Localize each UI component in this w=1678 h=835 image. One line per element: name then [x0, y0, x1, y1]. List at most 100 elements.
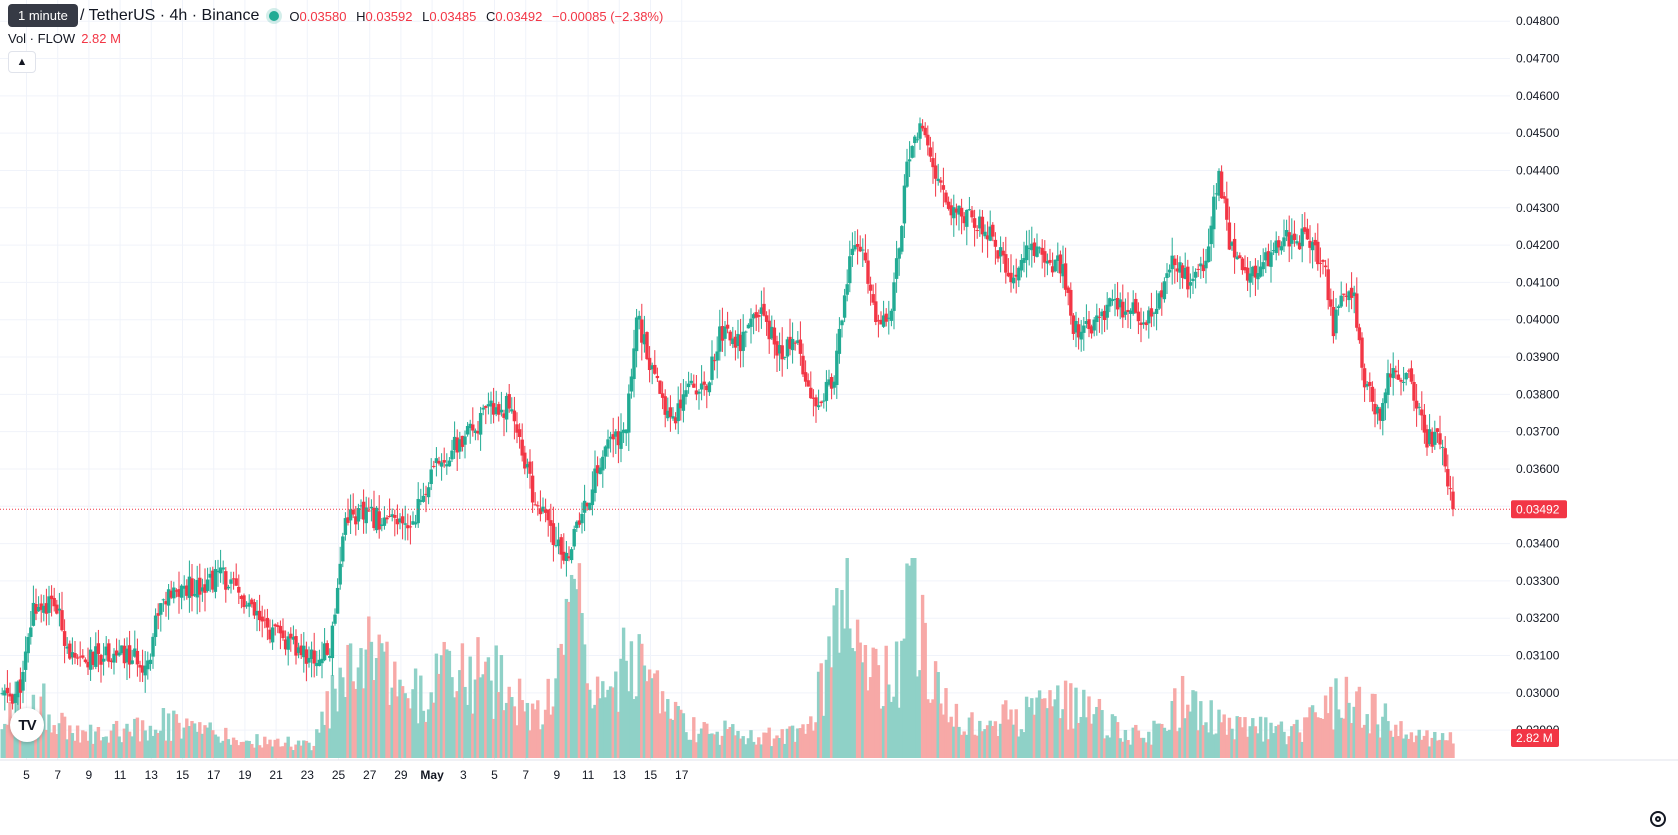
volume-bar [1342, 718, 1346, 758]
candle-body [1355, 293, 1359, 328]
candle-body [554, 545, 558, 547]
candle-body [1427, 429, 1432, 445]
candle-body [663, 396, 667, 415]
volume-bar [902, 638, 907, 758]
chevron-up-icon: ▲ [16, 56, 28, 68]
candle-body [1313, 239, 1317, 246]
volume-bar [585, 683, 589, 758]
volume-bar [1050, 706, 1055, 758]
candle-body [156, 613, 160, 616]
candle-body [1430, 431, 1434, 447]
candle-body [398, 518, 402, 523]
candle-body [1071, 315, 1076, 334]
price-tick-label: 0.03100 [1516, 649, 1560, 663]
candle-body [221, 567, 225, 570]
candle-body [853, 245, 857, 250]
candle-body [819, 401, 823, 404]
volume-bar [772, 738, 777, 758]
volume-bar [494, 645, 498, 758]
volume-bar [1381, 716, 1385, 758]
volume-bar [1006, 719, 1011, 758]
volume-bar [1191, 690, 1195, 758]
candle-body [619, 431, 623, 449]
volume-bar [853, 651, 857, 758]
candle-body [517, 429, 522, 437]
volume-bar [1443, 740, 1447, 758]
candle-body [229, 579, 233, 584]
volume-bar [1300, 741, 1304, 758]
tradingview-logo[interactable]: TV [10, 708, 44, 742]
volume-bar [814, 722, 818, 758]
volume-bar [1430, 737, 1434, 758]
volume-bar [1258, 716, 1263, 758]
candle-body [876, 320, 881, 322]
candle-body [390, 514, 394, 517]
candle-body [1329, 299, 1333, 307]
low-label: L [422, 8, 430, 24]
volume-bar [913, 558, 917, 758]
volume-bar [60, 712, 64, 758]
candle-body [1375, 406, 1380, 414]
candle-body [317, 659, 322, 666]
volume-bar [530, 703, 535, 758]
candle-body [395, 518, 400, 525]
candle-body [871, 294, 875, 303]
volume-bar [315, 729, 319, 758]
candle-body [1435, 428, 1440, 432]
volume-bar [1396, 736, 1401, 758]
candle-body [49, 595, 54, 600]
volume-bar [239, 741, 244, 758]
volume-bar [442, 641, 446, 758]
candle-body [991, 224, 995, 237]
candle-body [762, 303, 766, 316]
candle-body [39, 603, 43, 610]
candle-body [296, 647, 301, 653]
volume-bar [666, 699, 670, 758]
volume-bar [1167, 729, 1172, 758]
candle-body [850, 248, 855, 256]
volume-bar [94, 731, 98, 758]
candle-body [1248, 273, 1252, 283]
volume-bar [744, 744, 748, 758]
candle-body [348, 509, 353, 521]
collapse-legend-button[interactable]: ▲ [8, 51, 36, 73]
candle-body [70, 652, 75, 658]
volume-bar [473, 679, 478, 758]
time-tick-label: 15 [644, 768, 658, 782]
volume-bar [322, 724, 327, 758]
volume-bar [1349, 723, 1354, 758]
ohlc-values: O0.03580 H0.03592 L0.03485 C0.03492 −0.0… [289, 9, 663, 24]
candle-body [601, 456, 605, 471]
gear-icon[interactable] [1650, 811, 1666, 827]
candle-body [1292, 233, 1297, 241]
volume-bar [627, 691, 631, 758]
candle-body [1368, 381, 1372, 386]
volume-bar [874, 648, 878, 758]
candle-body [237, 586, 241, 593]
candle-body [91, 651, 95, 665]
candle-body [380, 524, 384, 526]
volume-bar [1235, 716, 1239, 758]
candle-body [159, 603, 163, 615]
volume-bar [205, 727, 210, 758]
candle-body [1266, 251, 1271, 267]
volume-label[interactable]: Vol · FLOW [8, 31, 76, 46]
volume-bar [1136, 730, 1141, 758]
candle-body [107, 643, 111, 662]
candle-body [1121, 301, 1125, 318]
time-tick-label: 7 [522, 768, 529, 782]
volume-bar [759, 744, 764, 758]
volume-legend: Vol · FLOW 2.82 M [8, 31, 121, 46]
volume-bar [517, 678, 522, 758]
volume-bar [624, 660, 628, 758]
candle-body [879, 319, 883, 325]
candle-body [499, 409, 504, 413]
volume-bar [569, 574, 574, 758]
volume-bar [897, 707, 901, 758]
time-tick-label: 9 [86, 768, 93, 782]
volume-bar [1066, 729, 1070, 758]
volume-bar [655, 670, 660, 758]
candle-body [23, 651, 28, 670]
symbol-title[interactable]: / TetherUS · 4h · Binance [80, 7, 260, 24]
